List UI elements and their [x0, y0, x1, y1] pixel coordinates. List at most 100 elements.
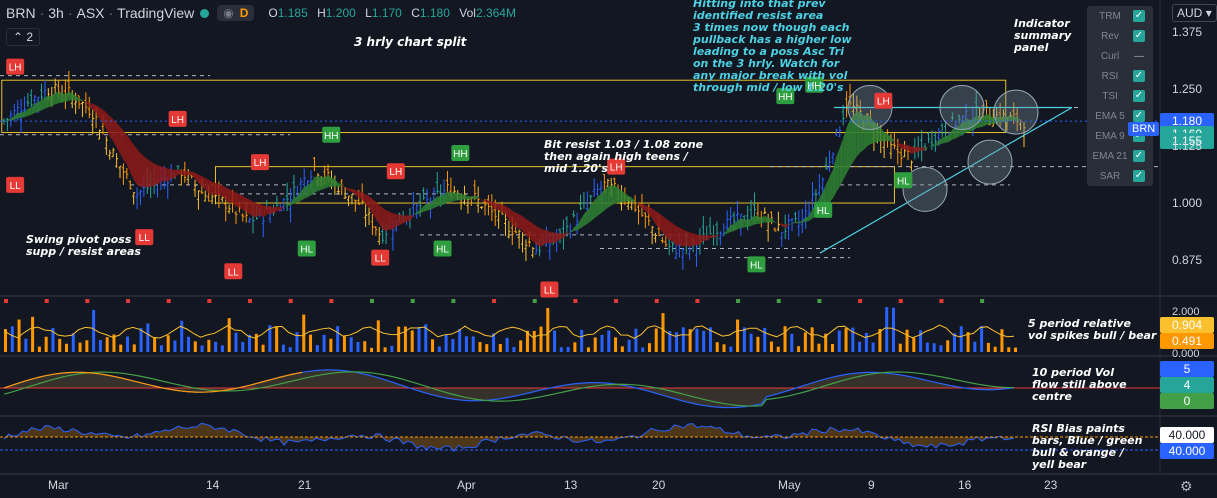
ema-ribbon-segment [621, 190, 625, 203]
pivot-label-box [168, 110, 187, 127]
volume-bar [329, 338, 333, 352]
indicator-row: RSI ✓ [1087, 66, 1153, 86]
note-vol-spikes: 5 period relative vol spikes bull / bear [1028, 317, 1157, 342]
ema-ribbon-segment [68, 92, 73, 101]
ema-ribbon-segment [867, 115, 871, 147]
ema-ribbon-segment [570, 227, 574, 234]
note-chart-split: 3 hrly chart split [354, 35, 467, 49]
volume-bar [803, 332, 807, 352]
ema-ribbon-segment [716, 235, 721, 237]
volume-bar [966, 332, 970, 352]
ema-ribbon-segment [270, 206, 274, 214]
volume-bar [498, 343, 502, 352]
ohlc-high-value: 1.200 [325, 6, 356, 20]
pivot-label-text: HL [817, 206, 830, 217]
ema-ribbon-segment [969, 119, 973, 132]
ema-ribbon-segment [256, 203, 260, 218]
pivot-label-ll: LL [6, 176, 25, 193]
y-tick-label: 1.000 [1172, 196, 1203, 211]
ema-ribbon-segment [577, 219, 581, 231]
ema-ribbon-segment [798, 221, 803, 224]
currency-selector[interactable]: AUD ▾ [1172, 4, 1217, 22]
ema-ribbon-segment [638, 203, 642, 209]
ema-ribbon-segment [890, 137, 895, 142]
interval-label[interactable]: 3h [48, 5, 64, 21]
volume-bar [641, 347, 645, 352]
indicator-name: Rev [1101, 30, 1119, 42]
ema-ribbon-segment [529, 220, 533, 242]
pivot-label-hl: HL [747, 256, 766, 273]
ema-ribbon-segment [761, 215, 765, 224]
volume-bar [824, 333, 828, 352]
volume-bar [403, 326, 407, 352]
data-mode-pill[interactable]: ◉ D [217, 5, 255, 21]
ema-ribbon-segment [1017, 117, 1021, 121]
ema-ribbon-segment [699, 235, 704, 245]
pivot-label-text: HL [300, 245, 313, 256]
volume-bar [288, 347, 292, 352]
ema-ribbon-segment [928, 145, 932, 147]
symbol-price-tag: BRN [1128, 122, 1160, 136]
pivot-label-box [747, 256, 766, 273]
ema-ribbon-segment [583, 210, 588, 226]
ema-ribbon-segment [1013, 115, 1018, 121]
pivot-label-box [371, 249, 390, 266]
ema-ribbon-segment [123, 130, 127, 165]
x-tick-label: 9 [868, 478, 875, 492]
symbol-label[interactable]: BRN [6, 5, 36, 21]
ema-ribbon-segment [450, 192, 455, 202]
ema-ribbon-segment [399, 214, 404, 226]
ema-ribbon-segment [471, 195, 475, 200]
ema-ribbon-segment [116, 122, 120, 154]
volume-bar [837, 330, 841, 352]
ema-ribbon-segment [580, 214, 584, 229]
ema-ribbon-segment [962, 118, 967, 135]
ema-ribbon-segment [300, 186, 305, 201]
pane-value-tag: 0 [1160, 393, 1214, 409]
pivot-label-hh: HH [805, 76, 824, 93]
rsi-bias-fill [4, 423, 1014, 452]
indicator-collapse-button[interactable]: ⌃ 2 [6, 28, 41, 46]
vol-flow-fill [4, 369, 1014, 408]
volume-bar [688, 329, 692, 352]
ohlc-high-label: H [317, 6, 326, 20]
ema-ribbon-segment [658, 213, 663, 233]
indicator-row: Rev ✓ [1087, 26, 1153, 46]
ohlc-low-label: L [365, 6, 372, 20]
ema-ribbon-segment [34, 101, 39, 114]
pivot-label-lh: LH [168, 110, 187, 127]
x-tick-label: 14 [206, 478, 220, 492]
settings-gear-icon[interactable]: ⚙ [1180, 478, 1193, 494]
ema-ribbon-segment [597, 193, 601, 216]
ema-ribbon-segment [703, 235, 707, 241]
ema-ribbon-segment [253, 201, 257, 218]
vol-spike-marker [532, 299, 537, 303]
ema-ribbon-segment [14, 113, 18, 120]
ema-ribbon-segment [696, 234, 700, 246]
volume-bar [647, 343, 651, 352]
volume-bar [220, 345, 224, 352]
ema-ribbon-segment [150, 161, 155, 187]
vol-spike-marker [858, 299, 863, 303]
ema-ribbon-segment [618, 188, 622, 203]
ema-ribbon-segment [365, 194, 370, 208]
ema-ribbon-segment [478, 196, 482, 201]
ema-ribbon-segment [164, 167, 168, 182]
volume-bar [844, 328, 848, 352]
highlight-circle [939, 85, 985, 131]
ema-ribbon-segment [157, 165, 161, 185]
ema-ribbon-segment [679, 227, 683, 247]
ema-ribbon-segment [283, 204, 288, 207]
ema-ribbon-segment [403, 215, 407, 224]
volume-bar [634, 328, 638, 352]
ema-ribbon-segment [382, 207, 387, 232]
ema-ribbon-segment [573, 225, 578, 232]
pivot-label-hl: HL [814, 201, 833, 218]
ema-ribbon-segment [594, 196, 598, 219]
pivot-label-text: LL [10, 181, 22, 192]
ema-ribbon-segment [143, 156, 148, 188]
volume-bar [668, 331, 672, 352]
volume-bar [17, 319, 21, 352]
volume-bar [37, 346, 41, 352]
